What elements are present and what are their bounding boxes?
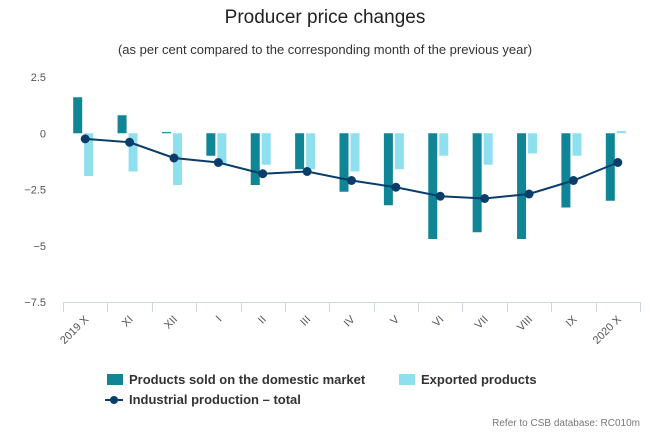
bar-domestic bbox=[383, 133, 393, 206]
y-tick-label: −5 bbox=[33, 241, 46, 253]
point-industrial-total bbox=[258, 169, 268, 179]
legend-label-exported: Exported products bbox=[421, 372, 537, 387]
legend-label-domestic: Products sold on the domestic market bbox=[129, 372, 366, 387]
x-tick-label: IX bbox=[564, 313, 580, 329]
bar-domestic bbox=[339, 133, 349, 192]
bar-domestic bbox=[605, 133, 615, 201]
y-tick-label: 0 bbox=[40, 128, 46, 140]
point-industrial-total bbox=[613, 158, 623, 167]
bar-exported bbox=[572, 133, 582, 156]
bar-exported bbox=[84, 133, 94, 176]
point-industrial-total bbox=[391, 182, 401, 192]
x-tick-label: IV bbox=[342, 313, 358, 329]
legend-swatch-exported bbox=[399, 374, 415, 385]
legend-label-industrial: Industrial production – total bbox=[129, 392, 301, 407]
chart-subtitle: (as per cent compared to the correspondi… bbox=[117, 42, 533, 57]
x-tick-label: VII bbox=[473, 314, 491, 332]
x-tick-label: VIII bbox=[515, 314, 535, 334]
x-tick-label: I bbox=[214, 314, 225, 325]
x-tick-label: XI bbox=[120, 314, 136, 330]
point-industrial-total bbox=[80, 134, 90, 144]
legend-item-exported[interactable]: Exported products bbox=[399, 372, 537, 387]
x-tick-label: V bbox=[388, 313, 402, 327]
y-tick-label: −7.5 bbox=[24, 297, 46, 309]
point-industrial-total bbox=[435, 191, 445, 201]
bar-domestic bbox=[428, 133, 438, 239]
chart-title: Producer price changes bbox=[224, 7, 426, 28]
bar-domestic bbox=[517, 133, 527, 239]
x-tick-label: 2019 X bbox=[58, 313, 92, 347]
bar-exported bbox=[439, 133, 449, 156]
bar-domestic bbox=[561, 133, 571, 208]
bar-exported bbox=[483, 133, 493, 165]
y-tick-label: 2.5 bbox=[31, 72, 46, 84]
legend-item-industrial[interactable]: Industrial production – total bbox=[105, 392, 301, 407]
bar-exported bbox=[616, 131, 626, 134]
bar-domestic bbox=[472, 133, 482, 233]
point-industrial-total bbox=[213, 158, 223, 167]
bar-exported bbox=[261, 133, 271, 165]
bar-domestic bbox=[295, 133, 305, 170]
legend-item-domestic[interactable]: Products sold on the domestic market bbox=[107, 372, 365, 387]
bar-exported bbox=[394, 133, 404, 170]
bar-domestic bbox=[73, 97, 83, 134]
point-industrial-total bbox=[302, 167, 312, 176]
bar-domestic bbox=[250, 133, 260, 185]
legend-swatch-domestic bbox=[107, 374, 123, 385]
line-layer bbox=[80, 134, 623, 203]
bar-domestic bbox=[161, 132, 171, 134]
x-tick-label: 2020 X bbox=[591, 313, 625, 347]
bar-layer bbox=[73, 97, 626, 239]
bar-exported bbox=[528, 133, 538, 154]
point-industrial-total bbox=[480, 194, 490, 203]
bar-domestic bbox=[117, 115, 127, 134]
x-tick-label: II bbox=[256, 314, 269, 327]
bar-domestic bbox=[206, 133, 216, 156]
bar-exported bbox=[128, 133, 138, 172]
y-tick-label: −2.5 bbox=[24, 185, 46, 197]
x-tick-label: VI bbox=[431, 314, 447, 330]
x-tick-label: III bbox=[298, 314, 313, 329]
bar-exported bbox=[217, 133, 227, 165]
axis-layer bbox=[63, 302, 641, 312]
point-industrial-total bbox=[125, 137, 135, 147]
credits-link[interactable]: Refer to CSB database: RC010m bbox=[492, 418, 640, 429]
bar-exported bbox=[350, 133, 360, 172]
bar-exported bbox=[306, 133, 316, 170]
point-industrial-total bbox=[347, 176, 356, 185]
point-industrial-total bbox=[524, 189, 534, 199]
point-industrial-total bbox=[169, 153, 179, 163]
point-industrial-total bbox=[568, 176, 578, 185]
legend-swatch-industrial bbox=[105, 394, 123, 405]
x-tick-label: XII bbox=[162, 314, 180, 332]
